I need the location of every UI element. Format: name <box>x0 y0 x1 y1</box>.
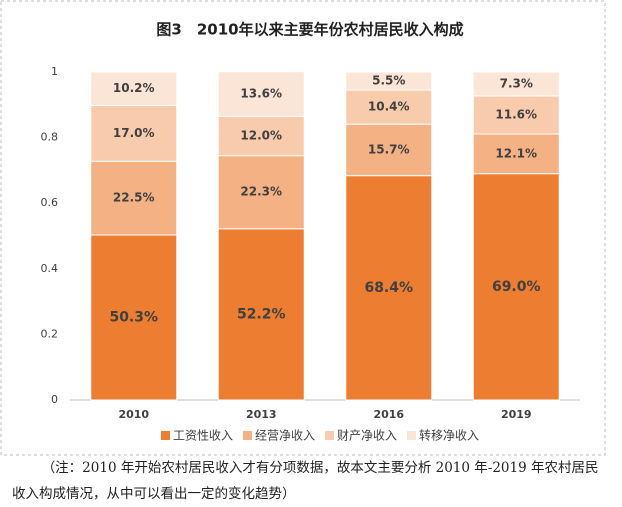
x-tick-label: 2016 <box>373 408 404 421</box>
bar-segment <box>90 160 178 236</box>
y-tick-label: 1 <box>51 65 58 78</box>
data-label: 10.2% <box>113 81 155 95</box>
data-label: 12.1% <box>495 146 537 160</box>
bar-segment <box>217 71 305 117</box>
x-tick-label: 2010 <box>118 408 149 421</box>
bar-segment <box>345 175 433 401</box>
x-tick-label: 2013 <box>246 408 277 421</box>
legend-label: 经营净收入 <box>255 429 315 443</box>
data-label: 22.3% <box>240 185 282 199</box>
data-label: 68.4% <box>364 280 413 296</box>
bar-segment <box>90 104 178 162</box>
bar-segment <box>345 123 433 177</box>
y-tick-label: 0.6 <box>41 196 59 209</box>
y-tick-label: 0.4 <box>41 262 59 275</box>
chart: 图3 2010年以来主要年份农村居民收入构成 0 0.2 0.4 0.6 0.8 1 50.… <box>0 0 606 456</box>
y-tick-label: 0 <box>51 393 58 406</box>
legend-label: 财产净收入 <box>337 429 397 443</box>
note: （注：2010 年开始农村居民收入才有分项数据，故本文主要分析 2010 年-2… <box>12 460 599 502</box>
data-label: 22.5% <box>113 191 155 205</box>
bar-segment <box>90 234 178 401</box>
data-label: 52.2% <box>237 306 286 322</box>
legend-swatch <box>407 431 417 440</box>
data-label: 5.5% <box>372 74 405 88</box>
data-label: 69.0% <box>492 279 541 295</box>
data-label: 13.6% <box>240 86 282 100</box>
legend-swatch <box>242 431 252 440</box>
bar-segment <box>345 71 433 91</box>
data-label: 17.0% <box>113 126 155 140</box>
y-tick-label: 0.2 <box>41 327 59 340</box>
chart-title: 图3 2010年以来主要年份农村居民收入构成 <box>156 21 463 39</box>
data-label: 7.3% <box>500 76 533 90</box>
data-label: 50.3% <box>109 310 158 326</box>
legend-label: 转移净收入 <box>419 428 479 443</box>
legend-label: 工资性收入 <box>173 429 233 443</box>
bar-segment <box>472 133 560 175</box>
bar-segment <box>217 115 305 157</box>
data-label: 15.7% <box>368 142 410 156</box>
bar-segment <box>90 71 178 106</box>
y-tick-label: 0.8 <box>41 131 59 144</box>
data-label: 11.6% <box>495 107 537 121</box>
bar-segment <box>472 71 560 97</box>
x-tick-label: 2019 <box>501 408 532 421</box>
bar-segment <box>217 155 305 230</box>
data-label: 10.4% <box>368 100 410 114</box>
chart-frame <box>0 0 606 456</box>
legend-swatch <box>160 431 170 440</box>
legend-swatch <box>325 431 334 440</box>
bar-segment <box>345 89 433 125</box>
data-label: 12.0% <box>240 128 282 142</box>
